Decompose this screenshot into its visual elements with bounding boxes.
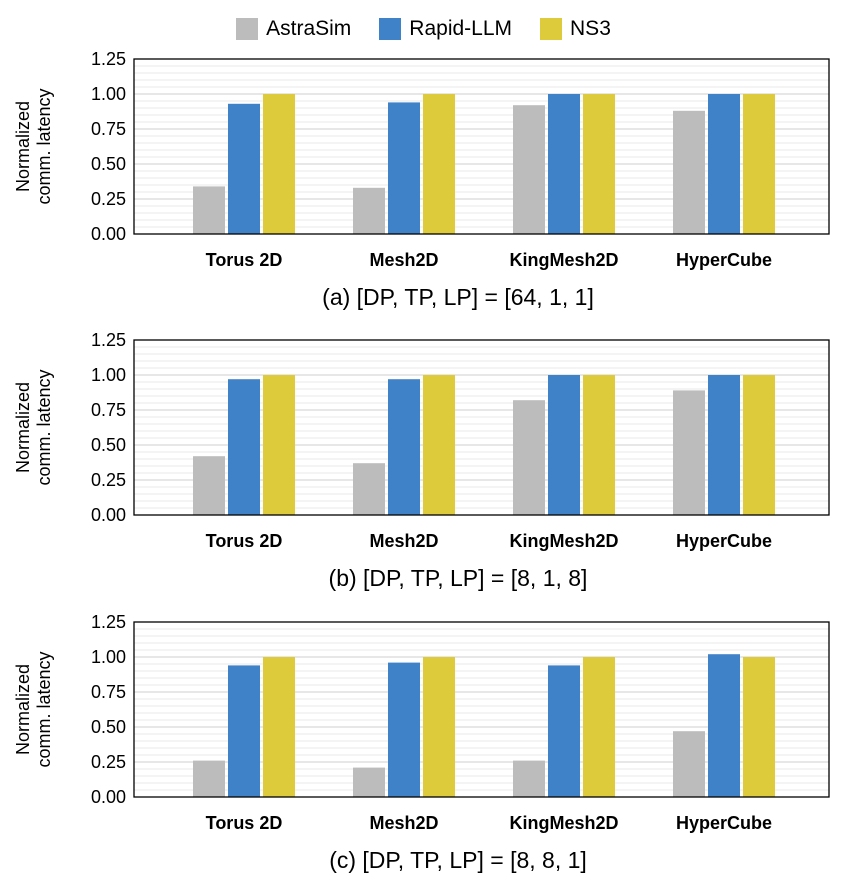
bar-ns3-mesh2d bbox=[423, 94, 455, 234]
bar-rapid-llm-kingmesh2d bbox=[548, 94, 580, 234]
plot-frame bbox=[133, 339, 830, 516]
bar-astrasim-hypercube bbox=[673, 731, 705, 797]
bar-ns3-kingmesh2d bbox=[583, 657, 615, 797]
y-axis-label-line: comm. latency bbox=[34, 651, 54, 767]
y-tick-label: 0.25 bbox=[91, 470, 126, 490]
bar-astrasim-torus2d bbox=[193, 760, 225, 797]
y-tick-label: 0.75 bbox=[91, 682, 126, 702]
y-tick-label: 0.00 bbox=[91, 224, 126, 244]
x-category-label: Mesh2D bbox=[369, 813, 438, 833]
x-category-label: KingMesh2D bbox=[509, 531, 618, 551]
bar-ns3-mesh2d bbox=[423, 657, 455, 797]
y-tick-label: 1.25 bbox=[91, 330, 126, 350]
legend-label-rapid-llm: Rapid-LLM bbox=[409, 17, 513, 40]
y-axis-label-line: Normalized bbox=[13, 382, 33, 473]
y-tick-label: 1.25 bbox=[91, 612, 126, 632]
bar-rapid-llm-hypercube bbox=[708, 94, 740, 234]
y-axis-label-line: Normalized bbox=[13, 664, 33, 755]
bar-rapid-llm-torus2d bbox=[228, 103, 260, 234]
bar-rapid-llm-kingmesh2d bbox=[548, 665, 580, 797]
y-tick-label: 0.50 bbox=[91, 717, 126, 737]
y-tick-label: 1.00 bbox=[91, 365, 126, 385]
bar-astrasim-hypercube bbox=[673, 390, 705, 515]
bar-astrasim-kingmesh2d bbox=[513, 105, 545, 234]
y-tick-label: 0.00 bbox=[91, 505, 126, 525]
x-category-label: HyperCube bbox=[676, 813, 772, 833]
chart-panel-c: 0.00 0.25 0.50 0.75 1.00 1.25 Normalizedcomm. … bbox=[13, 612, 830, 873]
y-tick-label: 1.00 bbox=[91, 84, 126, 104]
y-axis-label: Normalizedcomm. latency bbox=[13, 369, 54, 485]
panel-caption: (c) [DP, TP, LP] = [8, 8, 1] bbox=[329, 847, 587, 873]
plot-frame bbox=[133, 621, 830, 798]
y-tick-label: 0.75 bbox=[91, 400, 126, 420]
bar-ns3-kingmesh2d bbox=[583, 375, 615, 515]
legend-item-rapid-llm: Rapid-LLM bbox=[379, 17, 512, 41]
legend-swatch-rapid-llm bbox=[379, 18, 402, 40]
bar-rapid-llm-torus2d bbox=[228, 665, 260, 797]
bar-astrasim-torus2d bbox=[193, 456, 225, 515]
legend-label-astrasim: AstraSim bbox=[266, 17, 352, 40]
y-axis-label-line: comm. latency bbox=[34, 369, 54, 485]
bar-astrasim-kingmesh2d bbox=[513, 400, 545, 515]
y-tick-label: 1.00 bbox=[91, 647, 126, 667]
legend-label-ns3: NS3 bbox=[570, 17, 611, 40]
bar-rapid-llm-kingmesh2d bbox=[548, 375, 580, 515]
y-axis-label-line: Normalized bbox=[13, 101, 33, 192]
chart-panel-b: 0.00 0.25 0.50 0.75 1.00 1.25 Normalizedcomm. … bbox=[13, 330, 830, 591]
y-axis-label: Normalizedcomm. latency bbox=[13, 651, 54, 767]
bar-ns3-kingmesh2d bbox=[583, 94, 615, 234]
x-category-label: KingMesh2D bbox=[509, 250, 618, 270]
chart-panel-a: 0.00 0.25 0.50 0.75 1.00 1.25 Normalizedcomm. … bbox=[13, 49, 830, 310]
bar-ns3-torus2d bbox=[263, 94, 295, 234]
legend-item-astrasim: AstraSim bbox=[236, 17, 351, 41]
bar-astrasim-mesh2d bbox=[353, 187, 385, 234]
x-category-label: Torus 2D bbox=[206, 250, 283, 270]
x-category-label: HyperCube bbox=[676, 531, 772, 551]
y-tick-label: 0.50 bbox=[91, 154, 126, 174]
y-tick-label: 0.75 bbox=[91, 119, 126, 139]
bar-ns3-mesh2d bbox=[423, 375, 455, 515]
bar-astrasim-torus2d bbox=[193, 186, 225, 234]
bar-astrasim-kingmesh2d bbox=[513, 760, 545, 797]
bar-astrasim-mesh2d bbox=[353, 463, 385, 515]
bar-ns3-hypercube bbox=[743, 657, 775, 797]
bar-rapid-llm-mesh2d bbox=[388, 102, 420, 235]
bar-rapid-llm-mesh2d bbox=[388, 379, 420, 515]
bar-rapid-llm-mesh2d bbox=[388, 662, 420, 797]
legend: AstraSim Rapid-LLM NS3 bbox=[0, 14, 847, 44]
bar-astrasim-mesh2d bbox=[353, 767, 385, 797]
y-tick-label: 0.25 bbox=[91, 752, 126, 772]
bar-rapid-llm-hypercube bbox=[708, 654, 740, 797]
x-category-label: Torus 2D bbox=[206, 531, 283, 551]
x-category-label: HyperCube bbox=[676, 250, 772, 270]
x-category-label: Torus 2D bbox=[206, 813, 283, 833]
bar-ns3-torus2d bbox=[263, 657, 295, 797]
x-category-label: Mesh2D bbox=[369, 531, 438, 551]
bar-ns3-torus2d bbox=[263, 375, 295, 515]
y-tick-label: 0.00 bbox=[91, 787, 126, 807]
bar-rapid-llm-torus2d bbox=[228, 379, 260, 515]
y-axis-label-line: comm. latency bbox=[34, 88, 54, 204]
panel-caption: (b) [DP, TP, LP] = [8, 1, 8] bbox=[329, 565, 588, 591]
y-tick-label: 0.50 bbox=[91, 435, 126, 455]
legend-swatch-ns3 bbox=[540, 18, 563, 40]
y-axis-label: Normalizedcomm. latency bbox=[13, 88, 54, 204]
panel-caption: (a) [DP, TP, LP] = [64, 1, 1] bbox=[322, 284, 594, 310]
bar-astrasim-hypercube bbox=[673, 110, 705, 234]
bar-ns3-hypercube bbox=[743, 375, 775, 515]
plot-frame bbox=[133, 58, 830, 235]
y-tick-label: 1.25 bbox=[91, 49, 126, 69]
bar-rapid-llm-hypercube bbox=[708, 375, 740, 515]
x-category-label: Mesh2D bbox=[369, 250, 438, 270]
legend-swatch-astrasim bbox=[236, 18, 259, 40]
legend-item-ns3: NS3 bbox=[540, 17, 611, 41]
bar-ns3-hypercube bbox=[743, 94, 775, 234]
y-tick-label: 0.25 bbox=[91, 189, 126, 209]
x-category-label: KingMesh2D bbox=[509, 813, 618, 833]
